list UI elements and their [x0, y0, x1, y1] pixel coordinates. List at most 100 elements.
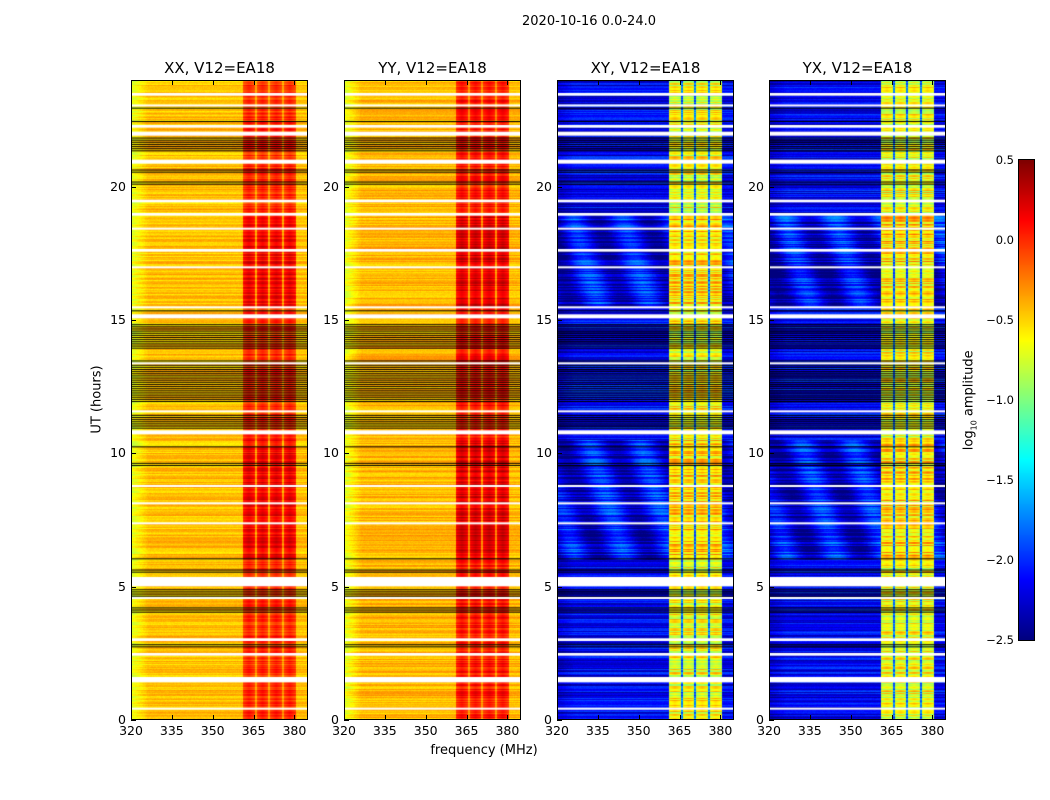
heatmap-cells [770, 81, 945, 719]
x-tick-label: 320 [757, 723, 781, 738]
x-tick-label: 350 [626, 723, 651, 738]
x-tick-label: 350 [200, 723, 225, 738]
y-tick-label: 10 [323, 445, 339, 461]
x-tick-mark [384, 715, 386, 720]
x-tick-label: 365 [879, 723, 904, 738]
y-tick-mark [344, 320, 349, 321]
x-tick-label: 350 [838, 723, 863, 738]
x-tick-mark [171, 80, 173, 85]
y-tick-label: 5 [756, 578, 764, 594]
x-tick-mark [679, 80, 681, 85]
x-tick-mark [253, 80, 255, 85]
x-tick-mark [294, 715, 296, 720]
x-tick-label: 320 [332, 723, 356, 738]
colorbar-tick-label: 0.5 [995, 153, 1014, 167]
x-tick-label: 320 [545, 723, 569, 738]
x-tick-label: 380 [920, 723, 945, 738]
colorbar-tick-label: −1.0 [986, 393, 1014, 407]
y-tick-mark [769, 720, 774, 721]
y-tick-mark [557, 586, 562, 588]
x-tick-mark [891, 80, 893, 85]
colorbar-tick-label: 0.0 [995, 233, 1014, 247]
x-tick-mark [466, 715, 468, 720]
y-tick-label: 15 [110, 312, 126, 327]
heatmap-cells [558, 81, 733, 719]
x-tick-mark [720, 715, 722, 720]
panel-title: YX, V12=EA18 [802, 59, 913, 77]
heatmap-cells [132, 81, 307, 719]
x-tick-mark [769, 80, 770, 85]
y-tick-label: 15 [323, 312, 339, 327]
heatmap-panel-yy [344, 80, 521, 720]
x-tick-mark [344, 715, 345, 720]
y-tick-label: 15 [536, 312, 552, 327]
y-tick-label: 0 [544, 712, 552, 727]
y-tick-mark [131, 720, 136, 721]
x-tick-mark [384, 80, 386, 85]
colorbar-tick-label: −2.5 [986, 633, 1014, 647]
heatmap-cells [345, 81, 520, 719]
y-tick-mark [769, 453, 774, 455]
colorbar-tick-label: −2.0 [986, 553, 1014, 567]
y-tick-label: 20 [748, 178, 764, 194]
x-tick-mark [809, 80, 811, 85]
y-tick-mark [131, 586, 136, 588]
y-tick-label: 15 [748, 312, 764, 327]
panel-title: XX, V12=EA18 [164, 59, 275, 77]
x-tick-mark [597, 80, 599, 85]
heatmap-panel-xx [131, 80, 308, 720]
x-tick-mark [597, 715, 599, 720]
heatmap-panel-xy [557, 80, 734, 720]
x-tick-mark [850, 80, 852, 85]
x-tick-mark [769, 715, 770, 720]
x-tick-mark [131, 715, 132, 720]
y-tick-label: 5 [118, 578, 126, 594]
panel-title: YY, V12=EA18 [378, 59, 487, 77]
x-tick-mark [466, 80, 468, 85]
y-tick-mark [557, 453, 562, 455]
x-tick-mark [425, 80, 427, 85]
x-tick-label: 380 [282, 723, 307, 738]
y-tick-label: 0 [756, 712, 764, 727]
x-tick-mark [557, 80, 558, 85]
y-tick-label: 10 [748, 445, 764, 461]
x-tick-mark [638, 80, 640, 85]
y-tick-mark [344, 720, 349, 721]
colorbar-gradient [1019, 160, 1034, 640]
x-tick-mark [809, 715, 811, 720]
y-tick-mark [557, 720, 562, 721]
x-tick-mark [507, 715, 509, 720]
y-tick-mark [131, 186, 136, 188]
y-tick-mark [344, 186, 349, 188]
x-tick-mark [425, 715, 427, 720]
y-tick-mark [131, 320, 136, 321]
heatmap-panel-yx [769, 80, 946, 720]
x-axis-label: frequency (MHz) [430, 743, 538, 758]
x-tick-mark [171, 715, 173, 720]
x-tick-mark [932, 80, 934, 85]
y-tick-label: 20 [110, 178, 126, 194]
y-tick-mark [131, 453, 136, 455]
x-tick-label: 350 [413, 723, 438, 738]
panel-title: XY, V12=EA18 [590, 59, 701, 77]
figure-title: 2020-10-16 0.0-24.0 [522, 14, 656, 29]
x-tick-label: 335 [797, 723, 822, 738]
x-tick-mark [131, 80, 132, 85]
x-tick-label: 380 [495, 723, 520, 738]
x-tick-mark [932, 715, 934, 720]
x-tick-mark [679, 715, 681, 720]
x-tick-mark [212, 80, 214, 85]
x-tick-label: 335 [372, 723, 397, 738]
colorbar-label: log10 amplitude [961, 350, 979, 451]
y-tick-label: 0 [331, 712, 339, 727]
x-tick-mark [294, 80, 296, 85]
y-tick-mark [769, 586, 774, 588]
y-tick-mark [557, 320, 562, 321]
y-tick-label: 0 [118, 712, 126, 727]
y-tick-mark [344, 453, 349, 455]
x-tick-mark [720, 80, 722, 85]
y-tick-mark [557, 186, 562, 188]
x-tick-label: 365 [454, 723, 479, 738]
x-tick-mark [344, 80, 345, 85]
